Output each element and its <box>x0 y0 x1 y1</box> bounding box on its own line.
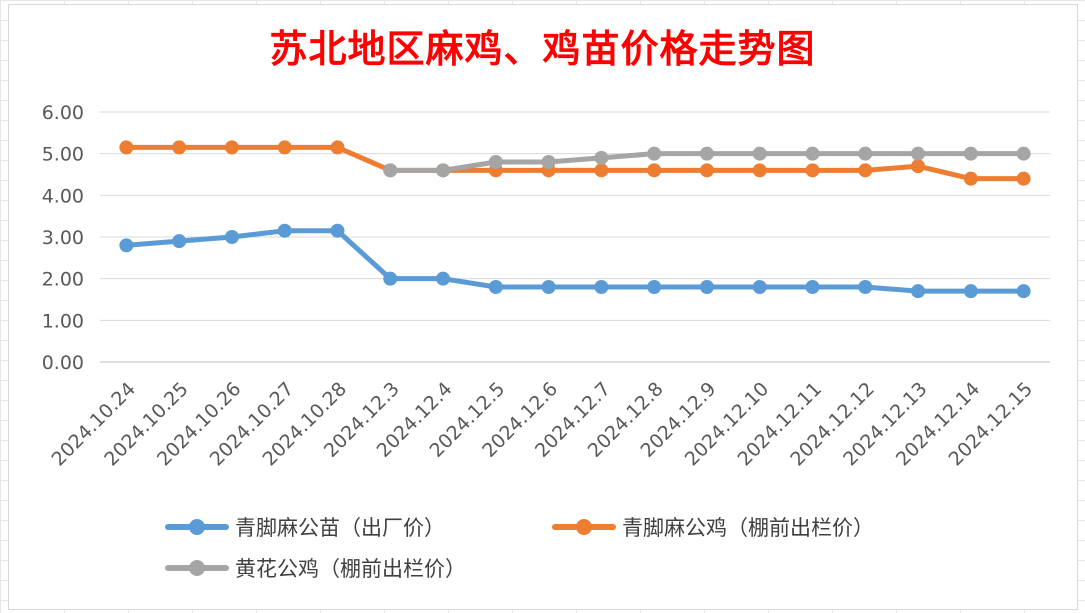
data-point <box>911 284 926 299</box>
data-point <box>1016 171 1031 186</box>
data-point <box>224 230 239 244</box>
data-point <box>488 280 503 294</box>
legend-swatch <box>552 512 616 542</box>
data-point <box>805 280 820 294</box>
data-point <box>1016 284 1031 299</box>
legend-swatch <box>165 512 229 542</box>
data-point <box>119 238 134 253</box>
data-point <box>1016 146 1031 161</box>
data-point <box>172 140 187 155</box>
y-tick-label: 3.00 <box>42 227 84 249</box>
y-tick-label: 2.00 <box>42 269 84 291</box>
data-point <box>963 171 978 186</box>
data-point <box>488 155 503 169</box>
data-point <box>911 146 926 161</box>
data-point <box>172 234 187 249</box>
data-point <box>752 163 767 178</box>
data-point <box>752 146 767 161</box>
y-tick-label: 1.00 <box>42 310 84 332</box>
data-point <box>541 155 556 169</box>
data-point <box>594 280 609 294</box>
data-point <box>277 223 292 238</box>
legend-label: 青脚麻公鸡（棚前出栏价） <box>622 516 874 540</box>
data-point <box>594 163 609 178</box>
legend-swatch <box>165 553 229 583</box>
data-point <box>805 163 820 178</box>
data-point <box>911 159 926 174</box>
data-point <box>383 271 398 286</box>
data-point <box>858 163 873 178</box>
data-point <box>858 146 873 161</box>
y-tick-label: 0.00 <box>42 352 84 374</box>
data-point <box>963 146 978 161</box>
legend-label: 青脚麻公苗（出厂价） <box>235 516 445 540</box>
legend-label: 黄花公鸡（棚前出栏价） <box>235 557 466 581</box>
data-point <box>699 146 714 161</box>
data-point <box>594 150 609 165</box>
y-tick-label: 6.00 <box>42 102 84 124</box>
legend: 青脚麻公苗（出厂价） 青脚麻公鸡（棚前出栏价） 黄花公鸡（棚前出栏价） <box>165 512 1065 592</box>
series-line <box>123 144 1027 182</box>
data-point <box>647 163 662 178</box>
data-point <box>647 280 662 294</box>
data-point <box>805 146 820 161</box>
data-point <box>330 140 345 155</box>
series-line <box>123 228 1027 294</box>
data-point <box>858 280 873 294</box>
data-point <box>752 280 767 294</box>
data-point <box>699 280 714 294</box>
data-point <box>436 163 451 178</box>
legend-item-miaoshi[interactable]: 青脚麻公苗（出厂价） <box>165 512 445 542</box>
data-point <box>436 271 451 286</box>
y-tick-label: 5.00 <box>42 144 84 166</box>
data-point <box>119 140 134 155</box>
legend-item-huanghua[interactable]: 黄花公鸡（棚前出栏价） <box>165 553 466 583</box>
data-point <box>647 146 662 161</box>
chart-area[interactable] <box>8 4 1078 610</box>
data-point <box>963 284 978 299</box>
data-point <box>224 140 239 155</box>
y-tick-label: 4.00 <box>42 185 84 207</box>
data-point <box>699 163 714 178</box>
data-point <box>330 223 345 238</box>
chart-title: 苏北地区麻鸡、鸡苗价格走势图 <box>269 26 816 71</box>
data-point <box>277 140 292 155</box>
data-point <box>541 280 556 294</box>
data-point <box>383 163 398 178</box>
legend-item-magongji[interactable]: 青脚麻公鸡（棚前出栏价） <box>552 512 874 542</box>
